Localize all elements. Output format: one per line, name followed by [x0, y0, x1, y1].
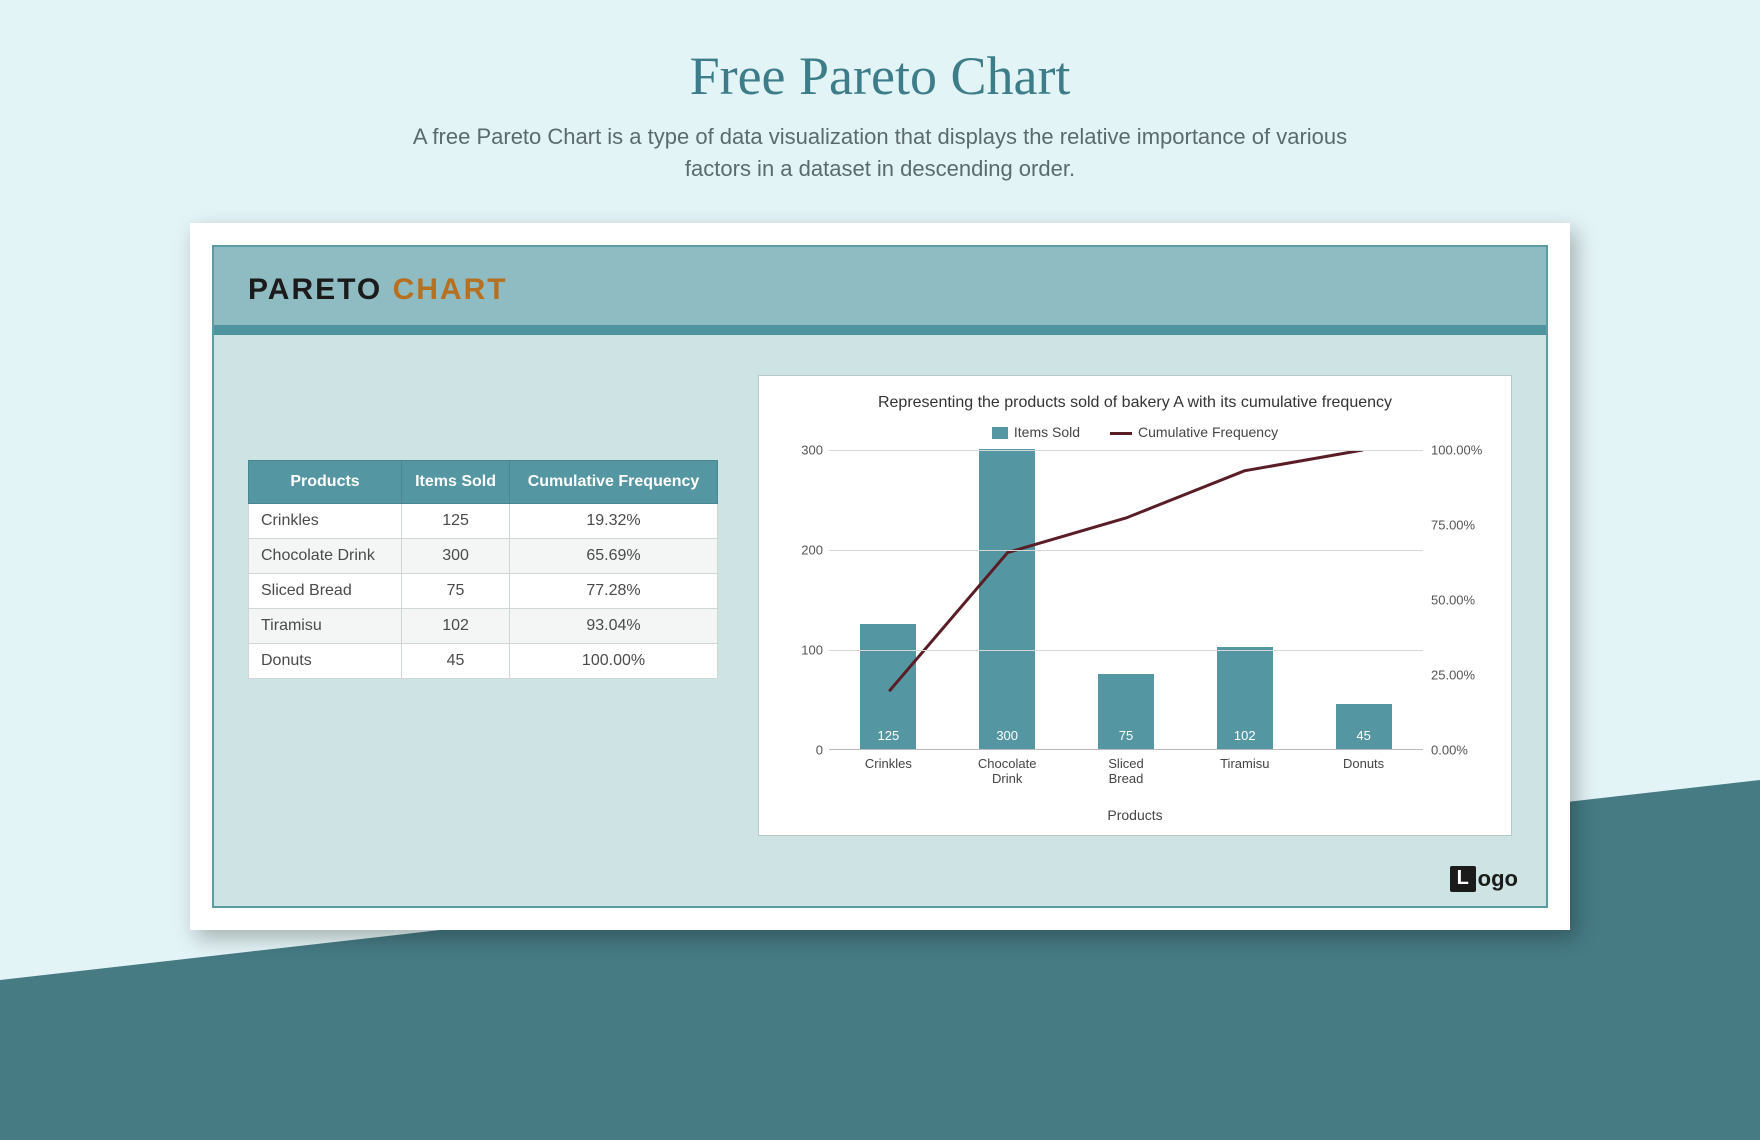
cell: 45 — [402, 643, 510, 678]
y-tick-right: 75.00% — [1431, 517, 1475, 532]
y-tick-right: 50.00% — [1431, 592, 1475, 607]
cell: Crinkles — [249, 503, 402, 538]
table-row: Sliced Bread 75 77.28% — [249, 573, 718, 608]
col-header-cumfreq: Cumulative Frequency — [510, 460, 718, 503]
cell: 65.69% — [510, 538, 718, 573]
x-axis-labels: Crinkles Chocolate Drink Sliced Bread Tiram… — [829, 750, 1423, 787]
x-label: Tiramisu — [1200, 756, 1290, 787]
y-tick-left: 200 — [801, 542, 823, 557]
legend-line-icon — [1110, 432, 1132, 435]
y-axis-right: 0.00%25.00%50.00%75.00%100.00% — [1423, 450, 1493, 750]
x-label: Crinkles — [843, 756, 933, 787]
table-row: Crinkles 125 19.32% — [249, 503, 718, 538]
table-body: Crinkles 125 19.32% Chocolate Drink 300 … — [249, 503, 718, 678]
cell: 102 — [402, 608, 510, 643]
y-tick-right: 25.00% — [1431, 667, 1475, 682]
chart-legend: Items Sold Cumulative Frequency — [777, 424, 1493, 440]
cell: 75 — [402, 573, 510, 608]
gridline — [829, 450, 1423, 451]
cell: Donuts — [249, 643, 402, 678]
bar-value-label: 300 — [996, 728, 1018, 743]
logo-square-icon: L — [1450, 866, 1476, 892]
cell: 77.28% — [510, 573, 718, 608]
gridline — [829, 550, 1423, 551]
chart-panel: Representing the products sold of bakery… — [758, 375, 1512, 836]
header-title: PARETO CHART — [248, 273, 1512, 307]
cell: Sliced Bread — [249, 573, 402, 608]
header-word-2: CHART — [393, 273, 508, 306]
col-header-products: Products — [249, 460, 402, 503]
bar: 300 — [979, 449, 1035, 749]
y-tick-left: 300 — [801, 442, 823, 457]
bar: 75 — [1098, 674, 1154, 749]
template-card: PARETO CHART Products Items Sold Cumulat… — [190, 223, 1570, 930]
table-row: Donuts 45 100.00% — [249, 643, 718, 678]
template-inner: PARETO CHART Products Items Sold Cumulat… — [212, 245, 1548, 908]
bar-value-label: 102 — [1234, 728, 1256, 743]
logo-text: ogo — [1478, 866, 1518, 892]
y-tick-right: 100.00% — [1431, 442, 1482, 457]
page-title: Free Pareto Chart — [0, 0, 1760, 107]
y-tick-left: 100 — [801, 642, 823, 657]
cell: 125 — [402, 503, 510, 538]
cell: Chocolate Drink — [249, 538, 402, 573]
bar-value-label: 45 — [1356, 728, 1370, 743]
legend-swatch-icon — [992, 427, 1008, 439]
legend-item-bars: Items Sold — [992, 424, 1080, 440]
bar: 102 — [1217, 647, 1273, 749]
y-tick-left: 0 — [816, 742, 823, 757]
data-table: Products Items Sold Cumulative Frequency… — [248, 460, 718, 679]
legend-label: Cumulative Frequency — [1138, 424, 1278, 440]
legend-label: Items Sold — [1014, 424, 1080, 440]
cell: 93.04% — [510, 608, 718, 643]
bar: 125 — [860, 624, 916, 749]
header-word-1: PARETO — [248, 273, 382, 306]
table-row: Tiramisu 102 93.04% — [249, 608, 718, 643]
y-tick-right: 0.00% — [1431, 742, 1468, 757]
table-row: Chocolate Drink 300 65.69% — [249, 538, 718, 573]
x-label: Donuts — [1319, 756, 1409, 787]
legend-item-line: Cumulative Frequency — [1110, 424, 1278, 440]
gridline — [829, 650, 1423, 651]
page-subtitle: A free Pareto Chart is a type of data vi… — [390, 121, 1370, 185]
cell: 300 — [402, 538, 510, 573]
chart-title: Representing the products sold of bakery… — [777, 394, 1493, 412]
x-label: Sliced Bread — [1081, 756, 1171, 787]
plot-area: 125 300 75 102 45 — [829, 450, 1423, 750]
bar-group: 125 300 75 102 45 — [829, 450, 1423, 749]
chart-body: 0100200300 1253007510245 0.00%25.00%50.0… — [777, 450, 1493, 750]
cell: Tiramisu — [249, 608, 402, 643]
y-axis-left: 0100200300 — [777, 450, 829, 750]
x-label: Chocolate Drink — [962, 756, 1052, 787]
cell: 100.00% — [510, 643, 718, 678]
header-banner: PARETO CHART — [214, 247, 1546, 335]
bar-value-label: 125 — [878, 728, 900, 743]
col-header-items: Items Sold — [402, 460, 510, 503]
x-axis-title: Products — [777, 807, 1493, 823]
logo: Logo — [1450, 866, 1518, 892]
cell: 19.32% — [510, 503, 718, 538]
bar-value-label: 75 — [1119, 728, 1133, 743]
bar: 45 — [1336, 704, 1392, 749]
